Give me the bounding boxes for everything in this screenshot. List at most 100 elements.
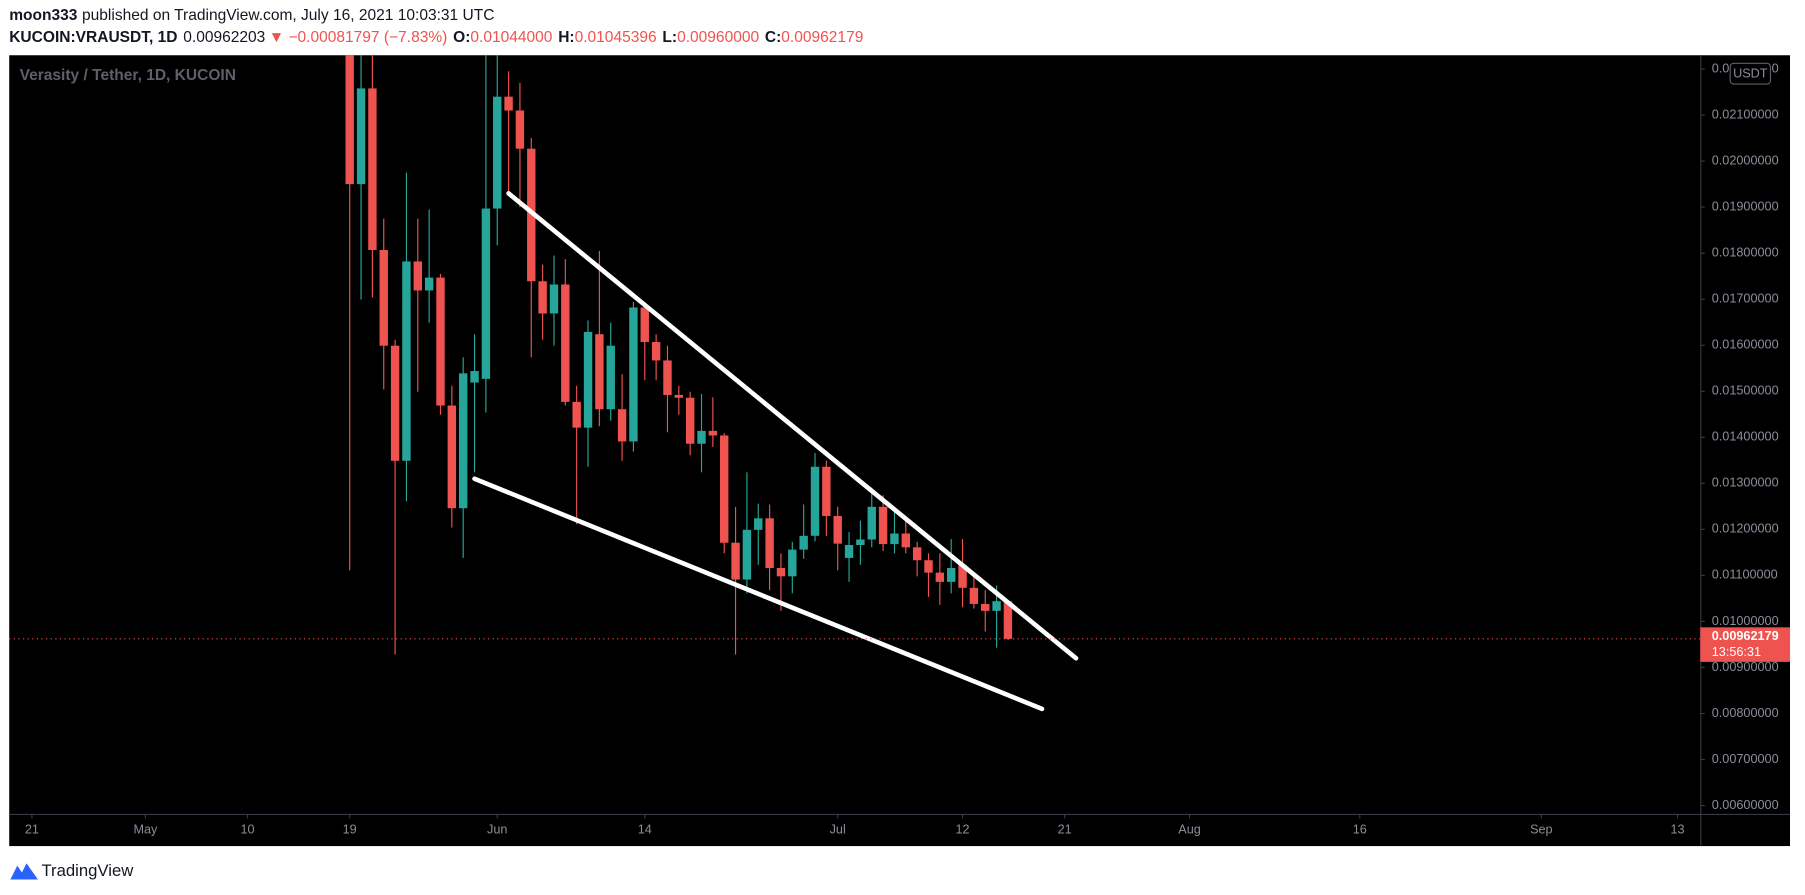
candle: [958, 539, 967, 608]
logo-icon: [10, 863, 39, 880]
x-tick-label: 10: [241, 822, 255, 836]
candle: [595, 250, 604, 427]
candle-body: [685, 397, 695, 444]
candle: [561, 259, 570, 406]
candle-body: [799, 535, 808, 550]
candle-body: [527, 148, 536, 282]
candle-body: [402, 261, 411, 461]
candle: [583, 320, 593, 467]
x-tick-label: Sep: [1530, 822, 1553, 836]
candle-body: [924, 560, 933, 573]
y-tick-label: 0.00900000: [1712, 660, 1779, 674]
candle-body: [946, 568, 956, 582]
symbol: KUCOIN:VRAUSDT, 1D: [9, 29, 177, 46]
candle: [504, 71, 513, 196]
candle-body: [663, 360, 672, 395]
candle-body: [867, 506, 876, 540]
candle-body: [390, 345, 400, 461]
candle-body: [617, 409, 627, 442]
candle-body: [912, 547, 922, 561]
candle: [867, 487, 876, 548]
candle-body: [969, 587, 979, 604]
candle: [368, 55, 377, 298]
chart-background: [9, 55, 1791, 847]
x-tick-label: 21: [25, 822, 39, 836]
candle-body: [788, 549, 797, 577]
candle: [697, 394, 706, 473]
candle: [924, 553, 933, 598]
candle: [981, 590, 990, 632]
candle: [810, 452, 820, 542]
candle-body: [538, 281, 547, 314]
candle-body: [413, 261, 422, 291]
candle-body: [810, 466, 820, 536]
candle: [935, 553, 945, 605]
candle-body: [878, 506, 888, 545]
candle: [833, 506, 842, 571]
currency-badge[interactable]: [1729, 62, 1772, 85]
candle: [912, 541, 922, 577]
candle: [629, 301, 638, 452]
publish-line: moon333 published on TradingView.com, Jul…: [9, 7, 494, 24]
x-tick-label: May: [133, 822, 158, 836]
candle-body: [515, 110, 525, 149]
candle: [458, 357, 468, 558]
candle: [822, 460, 831, 536]
candle-body: [424, 277, 434, 291]
candle-body: [458, 373, 468, 509]
y-tick-label: 0.01100000: [1712, 568, 1778, 582]
ohlc-label: O:: [453, 29, 470, 46]
candle-body: [606, 345, 615, 410]
trendline: [506, 191, 1079, 661]
countdown: 13:56:31: [1712, 645, 1761, 659]
candle: [470, 334, 479, 473]
candle: [345, 55, 354, 571]
chart-title: Verasity / Tether, 1D, KUCOIN: [20, 67, 236, 84]
candle: [527, 138, 536, 358]
candle-body: [447, 405, 457, 509]
candle-body: [493, 96, 502, 209]
candle: [413, 218, 422, 392]
candle: [685, 391, 695, 456]
last-price-badge: [1700, 627, 1791, 662]
candle: [731, 506, 740, 655]
x-tick-label: 21: [1058, 822, 1072, 836]
brand: TradingView: [41, 861, 134, 880]
candle: [742, 472, 752, 594]
candle-body: [595, 334, 604, 410]
ohlc-label: H:: [558, 29, 574, 46]
ohlc-value: 0.00960000: [677, 29, 759, 46]
candle-body: [856, 539, 865, 546]
symbol-line: KUCOIN:VRAUSDT, 1D 0.00962203 ▼ −0.0008179…: [9, 29, 863, 46]
candle-body: [765, 518, 774, 569]
x-tick-label: Aug: [1178, 822, 1201, 836]
candle: [844, 532, 854, 582]
candle: [390, 339, 400, 655]
candle-body: [379, 249, 388, 346]
candle-body: [958, 564, 967, 588]
y-tick-label: 0.01900000: [1712, 200, 1779, 214]
plot: [9, 55, 1701, 712]
trendline: [472, 476, 1045, 712]
candle: [538, 264, 547, 340]
candle: [651, 334, 661, 381]
candle: [1003, 600, 1013, 640]
candle-body: [640, 307, 649, 343]
candle-body: [708, 430, 718, 436]
candle: [708, 397, 718, 447]
y-tick-label: 0.01800000: [1712, 246, 1779, 260]
x-tick-label: 14: [638, 822, 652, 836]
last-price: 0.00962179: [1712, 629, 1779, 643]
x-tick-label: Jul: [830, 822, 846, 836]
candle: [640, 301, 649, 381]
y-tick-label: 0.01200000: [1712, 522, 1779, 536]
candle-body: [549, 284, 559, 314]
publisher: moon333: [9, 7, 78, 24]
candle-body: [629, 307, 638, 442]
candle-body: [890, 533, 899, 545]
candle-body: [901, 533, 910, 548]
y-tick-label: 0.01000000: [1712, 614, 1779, 628]
candle-body: [651, 342, 661, 361]
candle: [493, 55, 502, 246]
